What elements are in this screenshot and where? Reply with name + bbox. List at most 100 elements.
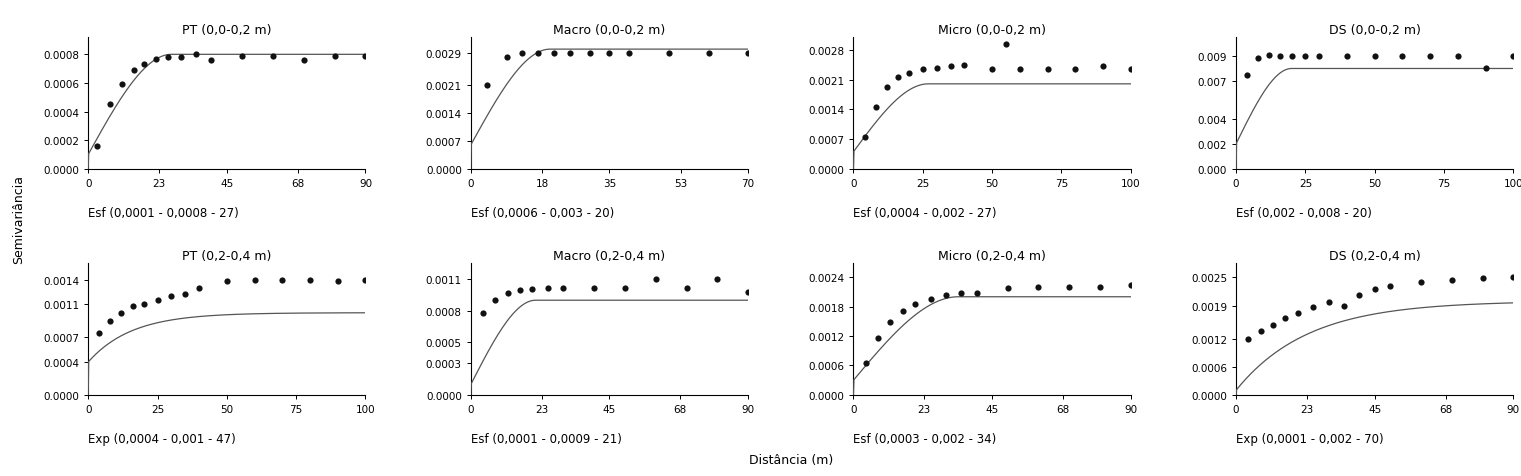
Point xyxy=(583,284,607,292)
Point xyxy=(1501,53,1521,60)
Text: Semivariância: Semivariância xyxy=(12,175,24,263)
Point xyxy=(1378,283,1402,291)
Point xyxy=(1348,291,1372,299)
Point xyxy=(508,286,532,294)
Point xyxy=(1446,53,1471,60)
Point xyxy=(558,50,583,58)
Point xyxy=(925,65,949,72)
Point xyxy=(1249,328,1273,336)
Point xyxy=(242,277,266,284)
Point xyxy=(1285,309,1310,317)
Point xyxy=(657,50,681,58)
Point xyxy=(526,50,551,58)
Point xyxy=(1293,53,1317,60)
Point xyxy=(85,143,110,150)
Point xyxy=(496,289,520,297)
Point xyxy=(199,57,224,65)
Title: PT (0,2-0,4 m): PT (0,2-0,4 m) xyxy=(183,250,272,263)
Point xyxy=(1057,284,1081,291)
Point xyxy=(1363,53,1387,60)
Point xyxy=(878,319,902,327)
Text: Exp (0,0001 - 0,002 - 70): Exp (0,0001 - 0,002 - 70) xyxy=(1237,432,1384,445)
Point xyxy=(475,82,499,89)
Title: Micro (0,0-0,2 m): Micro (0,0-0,2 m) xyxy=(938,24,1046,37)
Text: Esf (0,0006 - 0,003 - 20): Esf (0,0006 - 0,003 - 20) xyxy=(472,206,614,219)
Point xyxy=(852,134,876,141)
Point xyxy=(131,301,155,308)
Point xyxy=(697,50,721,58)
Point xyxy=(952,62,976,70)
Point xyxy=(541,50,566,58)
Point xyxy=(120,303,144,310)
Point xyxy=(173,290,198,298)
Point xyxy=(934,292,958,299)
Point xyxy=(144,56,169,63)
Point xyxy=(325,278,350,286)
Point xyxy=(853,359,878,367)
Point xyxy=(919,295,943,303)
Point xyxy=(484,297,508,304)
Point xyxy=(131,61,155,69)
Point xyxy=(160,293,184,300)
Text: Esf (0,0004 - 0,002 - 27): Esf (0,0004 - 0,002 - 27) xyxy=(853,206,996,219)
Point xyxy=(938,63,963,71)
Point xyxy=(510,50,534,58)
Text: Esf (0,0001 - 0,0009 - 21): Esf (0,0001 - 0,0009 - 21) xyxy=(472,432,622,445)
Point xyxy=(1088,284,1112,291)
Text: Distância (m): Distância (m) xyxy=(748,454,834,466)
Point xyxy=(110,81,134,89)
Point xyxy=(262,53,286,60)
Point xyxy=(1471,275,1495,283)
Point xyxy=(674,284,698,292)
Point xyxy=(613,284,637,292)
Point xyxy=(1246,56,1270,63)
Point xyxy=(897,70,922,78)
Point xyxy=(322,53,347,60)
Point xyxy=(964,289,989,297)
Point xyxy=(1335,53,1360,60)
Point xyxy=(551,284,575,292)
Point xyxy=(1363,286,1387,293)
Point xyxy=(949,289,973,297)
Point xyxy=(187,285,211,292)
Title: PT (0,0-0,2 m): PT (0,0-0,2 m) xyxy=(183,24,272,37)
Point xyxy=(1501,273,1521,281)
Point xyxy=(1300,304,1325,311)
Point xyxy=(1237,336,1261,344)
Point xyxy=(97,101,122,109)
Point xyxy=(1307,53,1331,60)
Point xyxy=(1408,279,1433,287)
Point xyxy=(875,84,899,92)
Point xyxy=(643,276,668,283)
Point xyxy=(472,309,496,317)
Point xyxy=(864,104,888,112)
Point xyxy=(271,277,295,284)
Title: Macro (0,2-0,4 m): Macro (0,2-0,4 m) xyxy=(554,250,666,263)
Point xyxy=(980,66,1004,74)
Point xyxy=(891,307,916,315)
Point xyxy=(494,54,519,62)
Point xyxy=(736,50,760,58)
Point xyxy=(1439,277,1463,284)
Point xyxy=(1316,298,1340,306)
Point xyxy=(298,277,322,284)
Point xyxy=(353,277,377,284)
Point xyxy=(903,301,928,308)
Point xyxy=(110,309,134,317)
Point xyxy=(1279,53,1303,60)
Point xyxy=(1118,282,1142,290)
Point xyxy=(736,288,760,296)
Point xyxy=(520,285,545,293)
Text: Esf (0,002 - 0,008 - 20): Esf (0,002 - 0,008 - 20) xyxy=(1237,206,1372,219)
Point xyxy=(169,54,193,62)
Point xyxy=(995,285,1019,292)
Point xyxy=(1118,66,1142,73)
Point xyxy=(1332,302,1357,310)
Point xyxy=(993,40,1018,48)
Point xyxy=(184,51,208,59)
Point xyxy=(1091,63,1115,71)
Point xyxy=(1273,315,1297,322)
Point xyxy=(1235,72,1259,79)
Point xyxy=(885,74,910,82)
Point xyxy=(1474,66,1498,73)
